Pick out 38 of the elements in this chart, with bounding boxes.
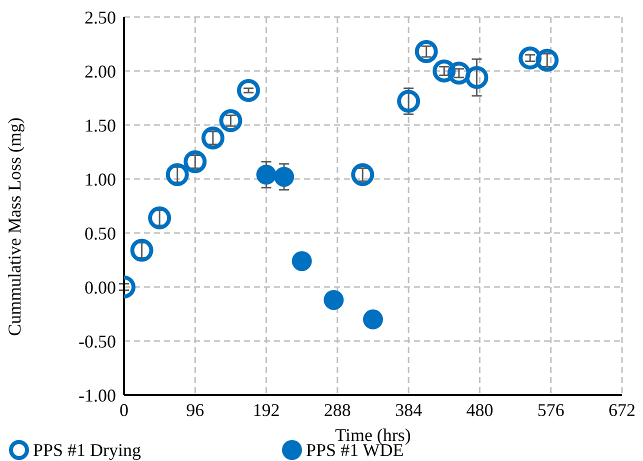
point xyxy=(432,60,456,82)
point xyxy=(536,48,559,72)
point xyxy=(324,290,344,310)
x-tick-label: 192 xyxy=(252,400,280,420)
x-tick-label: 96 xyxy=(186,400,204,420)
x-tick-label: 672 xyxy=(608,400,636,420)
point xyxy=(363,309,383,330)
y-tick-label: 0.50 xyxy=(84,223,116,244)
x-tick-label: 576 xyxy=(537,400,564,420)
legend-label: PPS #1 Drying xyxy=(33,440,142,460)
point xyxy=(447,62,470,85)
y-tick-label: -1.00 xyxy=(78,385,116,406)
point xyxy=(166,163,189,186)
point xyxy=(201,126,224,150)
point xyxy=(518,46,542,70)
point xyxy=(256,164,276,185)
point xyxy=(237,78,260,102)
x-tick-label: 288 xyxy=(324,400,351,420)
x-tick-label: 480 xyxy=(466,400,494,420)
y-tick-label: 1.00 xyxy=(84,169,116,190)
point xyxy=(414,40,438,64)
point xyxy=(397,90,420,113)
point xyxy=(465,66,488,89)
point xyxy=(148,206,172,230)
y-tick-label: 0.00 xyxy=(84,277,116,298)
point xyxy=(292,251,312,272)
point xyxy=(130,238,154,262)
x-tick-label: 384 xyxy=(395,400,422,420)
y-tick-label: 2.00 xyxy=(84,61,116,82)
point xyxy=(274,166,294,187)
x-tick-label: 0 xyxy=(120,400,128,420)
point xyxy=(184,150,207,174)
point xyxy=(219,109,242,132)
point xyxy=(351,163,374,186)
y-axis-title: Cummulative Mass Loss (mg) xyxy=(4,118,24,336)
y-tick-label: 2.50 xyxy=(84,7,116,28)
y-tick-label: 1.50 xyxy=(84,115,116,136)
y-tick-label: -0.50 xyxy=(78,331,116,352)
